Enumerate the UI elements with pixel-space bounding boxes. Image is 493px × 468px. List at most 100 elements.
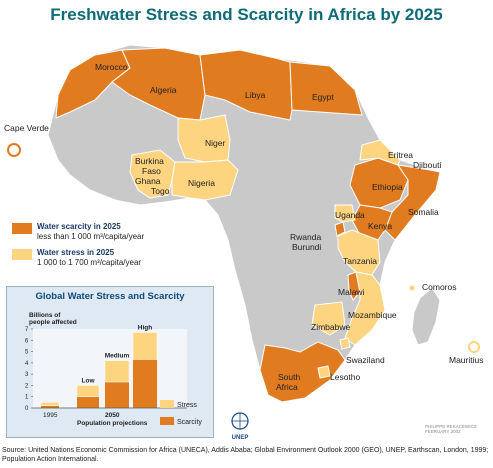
region-swaziland (339, 337, 351, 350)
bar-scarcity-1995 (41, 405, 59, 408)
label-malawi: Malawi (338, 287, 365, 297)
region-lesotho (317, 365, 331, 379)
map-title: Freshwater Stress and Scarcity in Africa… (50, 5, 443, 24)
label-morocco: Morocco (95, 62, 128, 72)
unep-emblem-icon (231, 412, 249, 430)
country-labels: Cape Verde Morocco Algeria Libya Egypt N… (4, 62, 483, 392)
stress-swatch (12, 249, 32, 260)
chart-legend-stress: Stress (177, 402, 197, 409)
label-south: South (278, 372, 300, 382)
label-djibouti: Djibouti (413, 160, 441, 170)
label-faso: Faso (142, 166, 161, 176)
bar-scarcity-medium (105, 382, 129, 408)
label-somalia: Somalia (408, 207, 439, 217)
bar-label-medium: Medium (105, 353, 130, 360)
region-cape-verde (7, 143, 21, 157)
map-legend: Water scarcity in 2025 less than 1 000 m… (12, 222, 144, 274)
y-tick-label: 2 (25, 383, 29, 389)
label-comoros: Comoros (422, 282, 456, 292)
bar-stress-1995 (40, 402, 60, 406)
legend-scarcity: Water scarcity in 2025 less than 1 000 m… (12, 222, 144, 242)
label-egypt: Egypt (312, 92, 334, 102)
label-ghana: Ghana (135, 176, 161, 186)
unep-text: UNEP (231, 435, 249, 441)
y-tick-label: 1 (25, 395, 29, 401)
y-axis-ticks: 0 1 2 3 4 5 6 7 (25, 327, 33, 412)
region-uganda (334, 204, 356, 223)
label-ethiopia: Ethiopia (372, 182, 403, 192)
legend-stress-desc: 1 000 to 1 700 m³/capita/year (37, 258, 142, 267)
label-togo: Togo (151, 186, 170, 196)
legend-scarcity-swatch (160, 417, 174, 425)
label-algeria: Algeria (150, 85, 177, 95)
label-zimbabwe: Zimbabwe (311, 322, 350, 332)
y-tick-label: 7 (25, 327, 29, 333)
bar-scarcity-high (133, 359, 157, 408)
label-uganda: Uganda (335, 210, 365, 220)
region-comoros (408, 284, 416, 292)
scarcity-regions (7, 47, 441, 403)
region-somalia (384, 164, 441, 241)
bar-stress-low (76, 385, 100, 397)
legend-stress: Water stress in 2025 1 000 to 1 700 m³/c… (12, 248, 144, 268)
label-eritrea: Eritrea (388, 150, 413, 160)
label-burkina: Burkina (135, 156, 164, 166)
legend-stress-title: Water stress in 2025 (37, 248, 115, 257)
legend-scarcity-title: Water scarcity in 2025 (37, 222, 121, 231)
unep-logo: UNEP (225, 412, 255, 441)
scarcity-swatch (12, 223, 32, 234)
credit-line-1: PHILIPPE REKACEWICZ (425, 424, 477, 429)
label-lesotho: Lesotho (330, 372, 361, 382)
region-mauritius (468, 341, 480, 353)
y-tick-label: 3 (25, 372, 29, 378)
bars (40, 332, 158, 408)
bar-labels: Low Medium High (82, 324, 153, 384)
label-mauritius: Mauritius (449, 355, 483, 365)
y-tick-label: 5 (25, 350, 29, 356)
legend-scarcity-desc: less than 1 000 m³/capita/year (37, 232, 145, 241)
x-label-projections: Population projections (77, 420, 148, 427)
region-kenya (351, 204, 393, 241)
madagascar (411, 287, 441, 346)
region-mozambique (344, 271, 386, 346)
bar-label-high: High (138, 324, 152, 331)
chart-legend-scarcity: Scarcity (177, 419, 202, 426)
bar-stress-high (132, 332, 158, 360)
label-tanzania: Tanzania (343, 256, 377, 266)
region-zimbabwe (311, 301, 346, 336)
chart-title: Global Water Stress and Scarcity (35, 291, 185, 302)
y-tick-label: 4 (25, 361, 29, 367)
bar-scarcity-low (77, 396, 99, 408)
label-libya: Libya (245, 90, 266, 100)
region-south-africa (259, 341, 346, 403)
label-swaziland: Swaziland (346, 355, 385, 365)
global-chart-panel: Global Water Stress and Scarcity Billion… (6, 286, 214, 438)
source-note: Source: United Nations Economic Commissi… (2, 447, 489, 463)
bar-stress-medium (104, 360, 130, 383)
region-egypt (289, 61, 363, 116)
author-credit: PHILIPPE REKACEWICZ FEBRUARY 2002 (425, 424, 477, 434)
label-burundi: Burundi (292, 242, 321, 252)
label-niger: Niger (205, 138, 225, 148)
bar-chart: Billions of people affected 0 1 2 3 4 5 6 7 Low… (25, 312, 202, 427)
region-libya (199, 49, 293, 121)
credit-line-2: FEBRUARY 2002 (425, 429, 461, 434)
ylabel-line1: Billions of (29, 312, 61, 319)
x-label-1995: 1995 (43, 412, 58, 419)
label-africa: Africa (276, 382, 298, 392)
label-kenya: Kenya (368, 221, 392, 231)
label-cape-verde: Cape Verde (4, 123, 49, 133)
region-nigeria (171, 159, 239, 201)
label-mozambique: Mozambique (348, 310, 397, 320)
region-burkina-togo-ghana (129, 149, 176, 199)
x-label-2050: 2050 (105, 412, 120, 419)
label-rwanda: Rwanda (290, 232, 321, 242)
stress-regions (129, 114, 480, 353)
y-tick-label: 6 (25, 338, 29, 344)
legend-stress-swatch (160, 400, 174, 408)
region-eritrea-djibouti (359, 139, 401, 166)
ylabel-line2: people affected (29, 319, 77, 326)
bar-label-low: Low (82, 377, 96, 384)
y-tick-label: 0 (25, 406, 29, 412)
